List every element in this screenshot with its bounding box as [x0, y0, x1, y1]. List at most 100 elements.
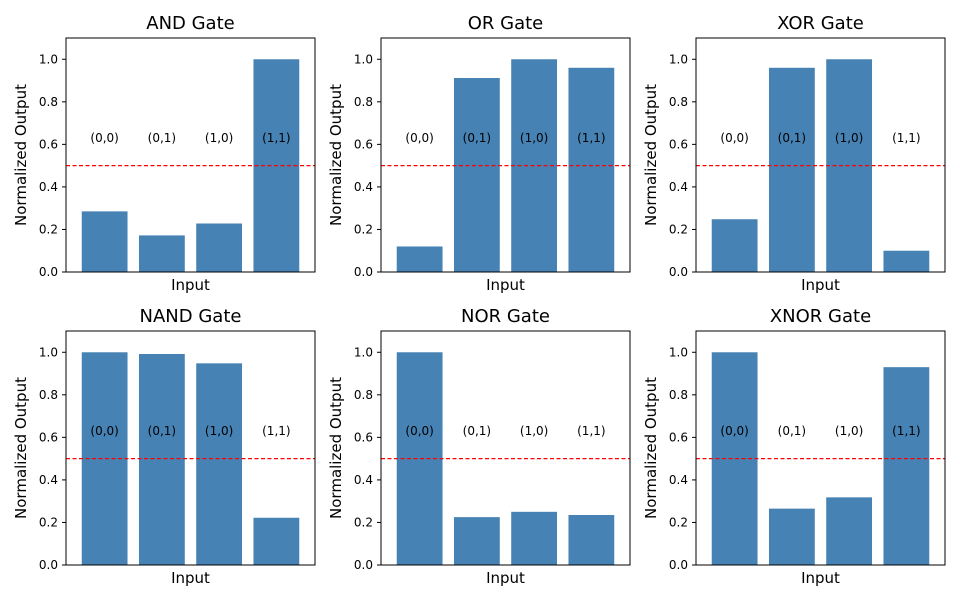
x-axis-label: Input	[171, 276, 210, 294]
chart-panel-4: NAND Gate (0,0) (0,1) (1,0) (1,1) 0.0 0.2 0.4 0.…	[12, 306, 316, 587]
y-tick-label: 0.4	[669, 473, 688, 487]
chart-panel-5: NOR Gate (0,0) (0,1) (1,0) (1,1) 0.0 0.2 0.4 0.6…	[327, 306, 631, 587]
y-tick-label: 0.2	[669, 222, 688, 236]
category-label: (0,1)	[778, 424, 806, 438]
chart-title: XNOR Gate	[770, 306, 871, 327]
y-tick-label: 0.0	[354, 265, 373, 279]
bar-4	[253, 517, 300, 565]
x-axis-label: Input	[801, 276, 840, 294]
category-label: (0,1)	[463, 424, 491, 438]
y-tick-label: 0.6	[669, 137, 688, 151]
bar-1	[711, 219, 758, 272]
y-tick-label: 0.2	[669, 515, 688, 529]
y-tick-label: 0.2	[354, 222, 373, 236]
y-axis-label: Normalized Output	[642, 377, 660, 519]
bar-4	[568, 67, 615, 272]
category-label: (1,1)	[262, 131, 290, 145]
chart-title: XOR Gate	[777, 13, 864, 34]
y-tick-label: 0.4	[39, 473, 58, 487]
y-tick-label: 0.6	[354, 430, 373, 444]
bar-1	[396, 246, 443, 272]
y-axis-label: Normalized Output	[12, 377, 30, 519]
y-tick-label: 0.8	[354, 95, 373, 109]
plot-frame	[380, 37, 631, 273]
y-tick-label: 0.8	[39, 388, 58, 402]
category-label: (1,0)	[205, 131, 233, 145]
chart-title: OR Gate	[468, 13, 544, 34]
category-label: (1,0)	[205, 424, 233, 438]
category-label: (0,1)	[463, 131, 491, 145]
category-label: (0,0)	[720, 424, 748, 438]
category-label: (1,0)	[520, 131, 548, 145]
plot-frame	[695, 330, 946, 566]
plot-frame	[695, 37, 946, 273]
y-tick-label: 0.8	[669, 95, 688, 109]
y-tick-label: 1.0	[39, 52, 58, 66]
y-tick-label: 0.6	[39, 137, 58, 151]
bar-3	[511, 511, 558, 565]
bar-3	[826, 497, 873, 565]
chart-panel-1: AND Gate (0,0) (0,1) (1,0) (1,1) 0.0 0.2 0.4 0.6…	[12, 13, 316, 294]
category-label: (1,0)	[835, 424, 863, 438]
x-axis-label: Input	[486, 276, 525, 294]
plot-frame	[65, 330, 316, 566]
chart-panel-2: OR Gate (0,0) (0,1) (1,0) (1,1) 0.0 0.2 0.4 0.6 0…	[327, 13, 631, 294]
y-tick-label: 1.0	[669, 52, 688, 66]
chart-title: AND Gate	[146, 13, 234, 34]
chart-title: NAND Gate	[140, 306, 242, 327]
y-tick-label: 0.6	[354, 137, 373, 151]
y-tick-label: 0.2	[354, 515, 373, 529]
y-tick-label: 0.4	[669, 180, 688, 194]
y-tick-label: 0.0	[39, 265, 58, 279]
category-label: (0,0)	[405, 131, 433, 145]
y-tick-label: 0.0	[39, 558, 58, 572]
y-tick-label: 0.8	[354, 388, 373, 402]
bar-4	[883, 367, 930, 565]
category-label: (0,1)	[148, 424, 176, 438]
y-axis-label: Normalized Output	[327, 377, 345, 519]
x-axis-label: Input	[801, 569, 840, 587]
bar-2	[453, 517, 500, 565]
category-label: (1,1)	[577, 424, 605, 438]
category-label: (1,1)	[892, 131, 920, 145]
chart-title: NOR Gate	[461, 306, 550, 327]
bar-2	[138, 353, 185, 565]
y-tick-label: 0.4	[354, 473, 373, 487]
y-tick-label: 0.0	[354, 558, 373, 572]
y-tick-label: 0.0	[669, 265, 688, 279]
category-label: (1,0)	[835, 131, 863, 145]
y-tick-label: 0.0	[669, 558, 688, 572]
bar-3	[196, 223, 243, 272]
y-tick-label: 0.8	[669, 388, 688, 402]
category-label: (0,0)	[405, 424, 433, 438]
category-label: (1,1)	[892, 424, 920, 438]
x-axis-label: Input	[171, 569, 210, 587]
bar-4	[568, 515, 615, 565]
bar-2	[138, 235, 185, 272]
y-tick-label: 1.0	[354, 52, 373, 66]
plot-frame	[380, 330, 631, 566]
x-axis-label: Input	[486, 569, 525, 587]
y-tick-label: 0.6	[39, 430, 58, 444]
bar-2	[768, 508, 815, 565]
y-tick-label: 0.4	[39, 180, 58, 194]
bar-2	[453, 77, 500, 272]
y-tick-label: 1.0	[354, 345, 373, 359]
category-label: (0,0)	[720, 131, 748, 145]
plot-frame	[65, 37, 316, 273]
y-axis-label: Normalized Output	[642, 84, 660, 226]
chart-panel-3: XOR Gate (0,0) (0,1) (1,0) (1,1) 0.0 0.2 0.4 0.6…	[642, 13, 946, 294]
y-tick-label: 0.4	[354, 180, 373, 194]
y-tick-label: 1.0	[39, 345, 58, 359]
category-label: (1,1)	[262, 424, 290, 438]
y-tick-label: 1.0	[669, 345, 688, 359]
category-label: (0,0)	[90, 424, 118, 438]
category-label: (1,1)	[577, 131, 605, 145]
bar-3	[196, 363, 243, 565]
y-axis-label: Normalized Output	[12, 84, 30, 226]
chart-panel-6: XNOR Gate (0,0) (0,1) (1,0) (1,1) 0.0 0.2 0.4 0.…	[642, 306, 946, 587]
category-label: (0,1)	[778, 131, 806, 145]
y-tick-label: 0.8	[39, 95, 58, 109]
category-label: (0,0)	[90, 131, 118, 145]
category-label: (0,1)	[148, 131, 176, 145]
